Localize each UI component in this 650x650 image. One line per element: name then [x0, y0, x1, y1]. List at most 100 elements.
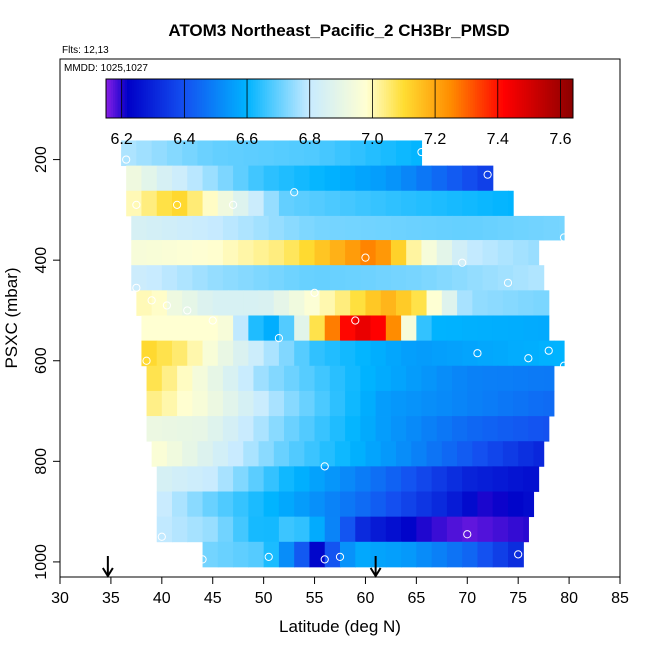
heatmap-cell: [253, 416, 270, 442]
colorbar-segment: [134, 79, 137, 118]
colorbar-tick-label: 7.6: [549, 131, 571, 148]
heatmap-cell: [278, 466, 295, 492]
x-tick-label: 30: [51, 590, 69, 607]
colorbar-segment: [323, 79, 326, 118]
heatmap-cell: [238, 390, 255, 417]
colorbar-segment: [500, 79, 504, 118]
colorbar-segment: [467, 79, 471, 118]
colorbar-segment: [236, 79, 240, 118]
colorbar-segment: [206, 79, 210, 118]
heatmap-cell: [172, 190, 188, 217]
colorbar-segment: [239, 79, 242, 118]
heatmap-cell: [513, 390, 529, 417]
y-tick-label: 600: [33, 347, 50, 374]
heatmap-cell: [477, 491, 494, 518]
colorbar-segment: [155, 79, 158, 118]
heatmap-cell: [482, 390, 499, 417]
heatmap-cell: [406, 240, 423, 266]
heatmap-cell: [355, 491, 372, 518]
colorbar-segment: [484, 79, 488, 118]
colorbar-segment: [477, 79, 481, 118]
heatmap-cell: [324, 340, 341, 367]
colorbar-segment: [444, 79, 448, 118]
heatmap-cell: [278, 340, 295, 367]
colorbar-segment: [446, 79, 450, 118]
heatmap-cell: [197, 140, 214, 167]
heatmap-cell: [508, 491, 524, 518]
heatmap-cell: [212, 290, 229, 316]
heatmap-cell: [253, 365, 270, 392]
heatmap-cell: [273, 290, 290, 316]
heatmap-cell: [502, 441, 519, 467]
heatmap-cell: [172, 491, 188, 518]
colorbar-segment: [516, 79, 520, 118]
heatmap-cell: [370, 466, 387, 492]
colorbar-segment: [108, 79, 112, 118]
heatmap-cell: [329, 365, 346, 392]
colorbar-segment: [311, 79, 315, 118]
heatmap-cell: [401, 541, 417, 568]
heatmap-cell: [396, 441, 412, 467]
heatmap-cell: [396, 290, 412, 316]
heatmap-cell: [263, 340, 280, 367]
heatmap-cell: [390, 365, 407, 392]
heatmap-cell: [340, 466, 356, 492]
heatmap-cell: [487, 290, 504, 316]
sample-point: [183, 306, 192, 315]
heatmap-cell: [446, 541, 463, 568]
heatmap-cell: [294, 466, 311, 492]
heatmap-cell: [284, 215, 300, 241]
heatmap-cell: [467, 390, 484, 417]
heatmap-cell: [228, 290, 244, 316]
colorbar-segment: [257, 79, 261, 118]
chart-title: ATOM3 Northeast_Pacific_2 CH3Br_PMSD: [168, 21, 509, 40]
heatmap-cell: [543, 365, 555, 392]
colorbar-segment: [414, 79, 418, 118]
y-tick-label: 800: [33, 448, 50, 475]
heatmap-cell: [467, 215, 484, 241]
heatmap-cell: [385, 491, 402, 518]
heatmap-cell: [523, 315, 540, 342]
heatmap-cell: [258, 290, 275, 316]
heatmap-cell: [340, 516, 356, 543]
colorbar-segment: [437, 79, 441, 118]
heatmap-cell: [497, 416, 514, 442]
heatmap-cell: [416, 165, 433, 192]
heatmap-cell: [340, 190, 356, 217]
heatmap-cell: [161, 265, 178, 291]
colorbar-segment: [138, 79, 142, 118]
colorbar-tick-label: 7.0: [361, 131, 383, 148]
colorbar-segment: [136, 79, 140, 118]
heatmap-cell: [370, 340, 387, 367]
heatmap-cell: [492, 190, 509, 217]
heatmap-cell: [477, 315, 494, 342]
colorbar-segment: [474, 79, 478, 118]
heatmap-cell: [406, 265, 423, 291]
heatmap-cell: [258, 441, 275, 467]
heatmap-cell: [289, 441, 305, 467]
heatmap-cell: [182, 441, 199, 467]
colorbar-tick-label: 6.2: [111, 131, 133, 148]
heatmap-cell: [329, 265, 346, 291]
plot-frame: [59, 58, 621, 578]
heatmap-cell: [284, 390, 300, 417]
heatmap-cell: [446, 340, 463, 367]
colorbar-segment: [509, 79, 513, 118]
heatmap-cell: [482, 416, 499, 442]
heatmap-cell: [416, 466, 433, 492]
sample-point: [483, 170, 492, 179]
heatmap-cell: [182, 140, 199, 167]
heatmap-cell: [401, 466, 417, 492]
heatmap-cell: [212, 140, 229, 167]
colorbar-segment: [376, 79, 380, 118]
colorbar-segment: [533, 79, 537, 118]
heatmap-cell: [217, 340, 234, 367]
heatmap-cell: [192, 390, 209, 417]
heatmap-cell: [299, 215, 316, 241]
colorbar-segment: [505, 79, 509, 118]
sample-point: [147, 296, 156, 305]
heatmap-cell: [452, 265, 468, 291]
y-tick-label: 1000: [33, 544, 50, 580]
colorbar-segment: [276, 79, 280, 118]
heatmap-cell: [309, 315, 326, 342]
